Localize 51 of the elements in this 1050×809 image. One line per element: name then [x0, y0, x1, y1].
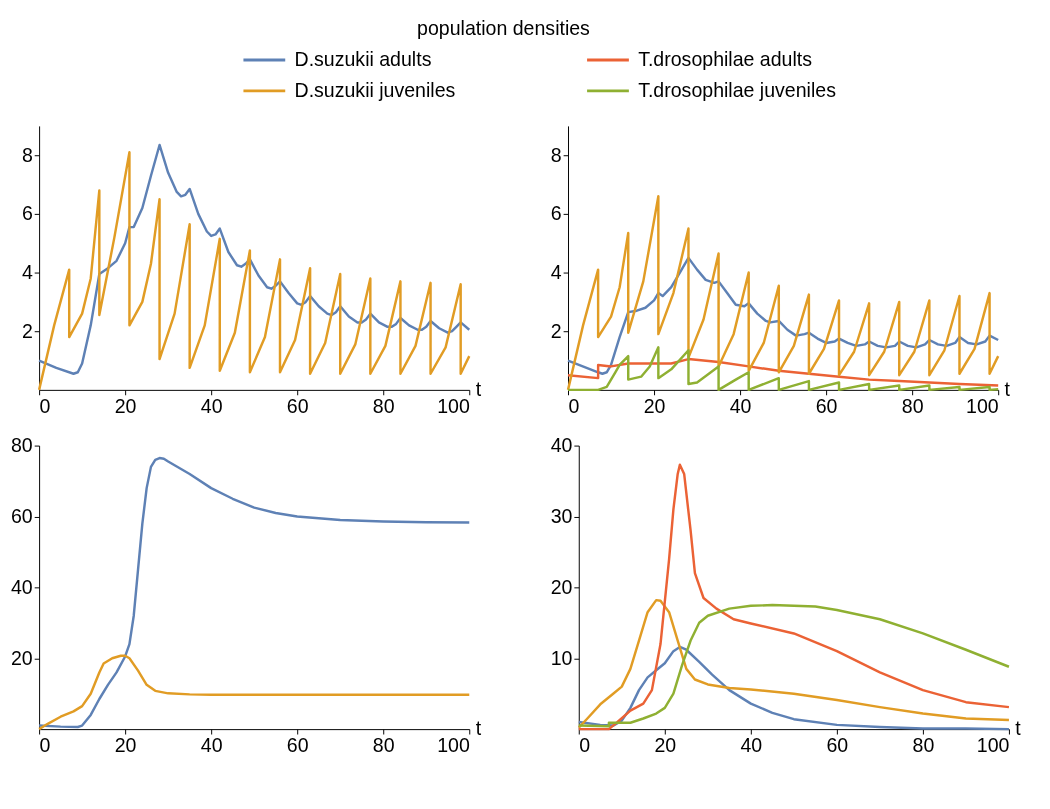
x-tick-label: 60 [286, 734, 309, 757]
x-tick-label: 0 [568, 394, 580, 417]
x-tick-label: 0 [39, 394, 51, 417]
y-tick-label: 8 [21, 143, 33, 166]
x-tick-label: 20 [643, 394, 666, 417]
y-tick-label: 30 [550, 504, 573, 527]
y-tick-label: 6 [550, 202, 562, 225]
y-tick-label: 6 [21, 202, 33, 225]
y-tick-label: 4 [21, 260, 33, 283]
x-tick-label: 100 [966, 394, 999, 417]
legend-label: D.suzukii adults [294, 47, 432, 70]
x-tick-label: 60 [286, 394, 309, 417]
legend-label: T.drosophilae adults [638, 47, 813, 70]
line-series [566, 256, 1000, 375]
x-tick-label: 40 [200, 734, 223, 757]
y-tick-label: 20 [11, 646, 33, 669]
y-tick-label: 10 [550, 646, 573, 669]
x-tick-label: 60 [826, 734, 849, 757]
line-series [566, 357, 1000, 387]
x-axis-title: t [1004, 378, 1011, 401]
x-tick-label: 40 [740, 734, 763, 757]
x-tick-label: 20 [654, 734, 677, 757]
x-tick-label: 80 [372, 734, 395, 757]
y-tick-label: 2 [550, 319, 562, 342]
x-axis-title: t [475, 378, 482, 401]
x-tick-label: 20 [114, 734, 137, 757]
x-tick-label: 0 [39, 734, 51, 757]
y-tick-label: 60 [11, 504, 33, 527]
legend-title: population densities [417, 16, 591, 39]
y-tick-label: 8 [550, 143, 562, 166]
y-tick-label: 20 [550, 575, 573, 598]
x-tick-label: 20 [114, 394, 137, 417]
y-tick-label: 80 [11, 433, 33, 456]
x-tick-label: 100 [437, 394, 470, 417]
y-tick-label: 2 [21, 319, 33, 342]
x-tick-label: 80 [901, 394, 924, 417]
x-tick-label: 100 [437, 734, 470, 757]
x-tick-label: 0 [579, 734, 591, 757]
x-axis-title: t [1015, 717, 1022, 740]
x-axis-title: t [475, 717, 482, 740]
y-tick-label: 4 [550, 260, 562, 283]
x-tick-label: 80 [372, 394, 395, 417]
y-tick-label: 40 [550, 433, 573, 456]
x-tick-label: 80 [912, 734, 935, 757]
y-tick-label: 40 [11, 575, 33, 598]
x-tick-label: 40 [729, 394, 752, 417]
legend-label: T.drosophilae juveniles [638, 78, 837, 101]
legend-label: D.suzukii juveniles [294, 78, 456, 101]
x-tick-label: 100 [976, 734, 1010, 757]
x-tick-label: 60 [815, 394, 838, 417]
x-tick-label: 40 [200, 394, 223, 417]
